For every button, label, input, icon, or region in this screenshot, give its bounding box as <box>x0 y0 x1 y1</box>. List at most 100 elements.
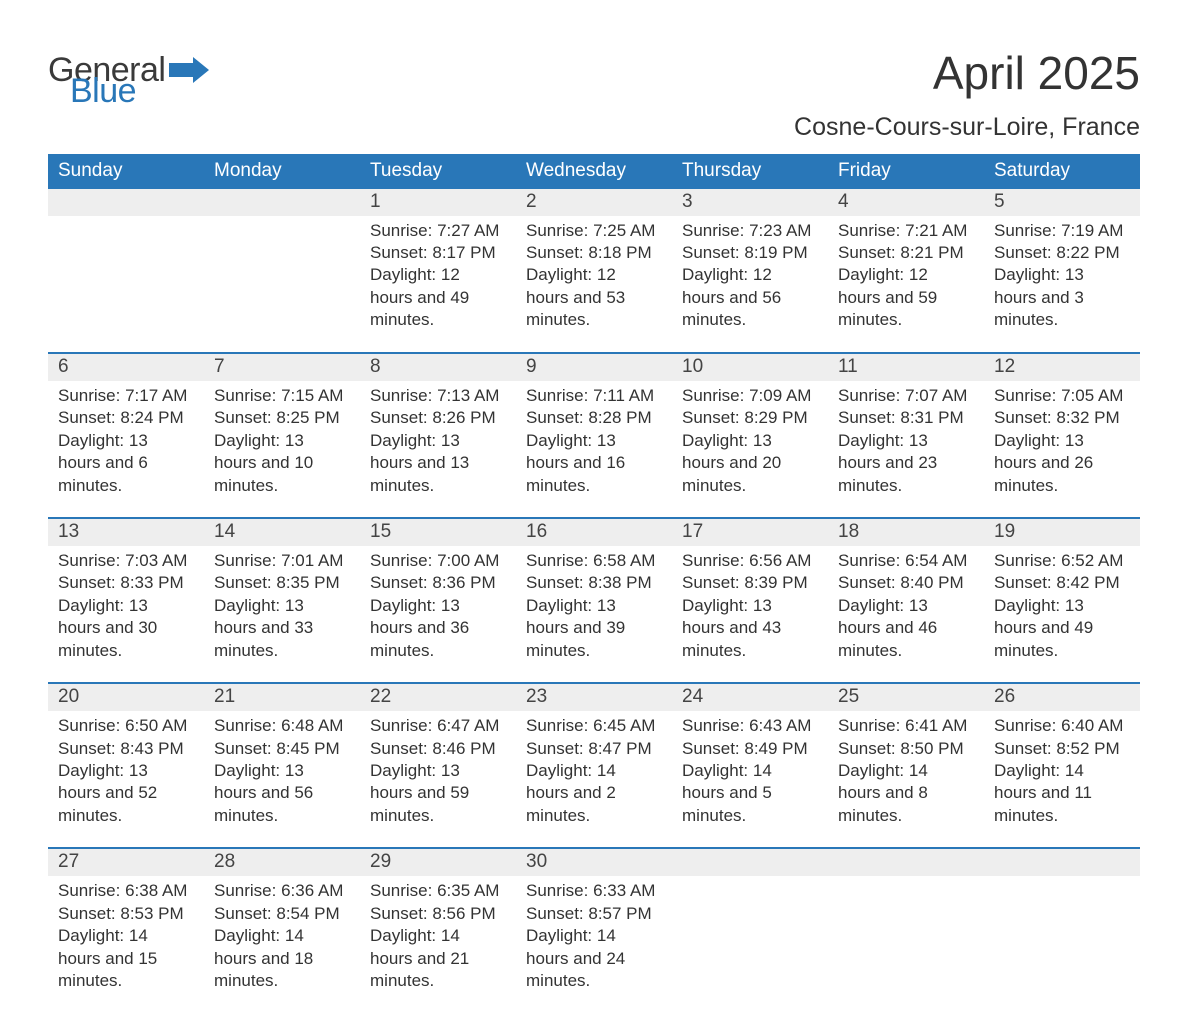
day-cell: Sunrise: 7:13 AM Sunset: 8:26 PM Dayligh… <box>360 381 516 497</box>
day-cell: Sunrise: 6:41 AM Sunset: 8:50 PM Dayligh… <box>828 711 984 827</box>
sunset-text: Sunset: 8:36 PM <box>370 572 506 594</box>
sunset-text: Sunset: 8:53 PM <box>58 903 194 925</box>
weekday-header: Tuesday <box>360 154 516 189</box>
daylight-text: Daylight: 12 hours and 59 minutes. <box>838 264 974 331</box>
weekday-header: Wednesday <box>516 154 672 189</box>
day-number: 11 <box>828 354 984 381</box>
day-cell: Sunrise: 6:38 AM Sunset: 8:53 PM Dayligh… <box>48 876 204 992</box>
daynum-row: 27 28 29 30 <box>48 849 1140 876</box>
day-number: 16 <box>516 519 672 546</box>
day-number: 24 <box>672 684 828 711</box>
sunset-text: Sunset: 8:31 PM <box>838 407 974 429</box>
day-number: 20 <box>48 684 204 711</box>
day-cell: Sunrise: 7:21 AM Sunset: 8:21 PM Dayligh… <box>828 216 984 332</box>
day-number: 23 <box>516 684 672 711</box>
day-cell: Sunrise: 6:45 AM Sunset: 8:47 PM Dayligh… <box>516 711 672 827</box>
daynum-row: 20 21 22 23 24 25 26 <box>48 684 1140 711</box>
sunrise-text: Sunrise: 6:54 AM <box>838 550 974 572</box>
day-number: 30 <box>516 849 672 876</box>
sunset-text: Sunset: 8:56 PM <box>370 903 506 925</box>
sunrise-text: Sunrise: 7:00 AM <box>370 550 506 572</box>
day-number: 8 <box>360 354 516 381</box>
sunrise-text: Sunrise: 6:58 AM <box>526 550 662 572</box>
day-number: 10 <box>672 354 828 381</box>
day-number: 4 <box>828 189 984 216</box>
sunset-text: Sunset: 8:35 PM <box>214 572 350 594</box>
sunset-text: Sunset: 8:18 PM <box>526 242 662 264</box>
sunset-text: Sunset: 8:29 PM <box>682 407 818 429</box>
sunrise-text: Sunrise: 7:11 AM <box>526 385 662 407</box>
sunset-text: Sunset: 8:38 PM <box>526 572 662 594</box>
daylight-text: Daylight: 13 hours and 36 minutes. <box>370 595 506 662</box>
day-number: 15 <box>360 519 516 546</box>
day-number: 1 <box>360 189 516 216</box>
day-cell: Sunrise: 7:05 AM Sunset: 8:32 PM Dayligh… <box>984 381 1140 497</box>
sunrise-text: Sunrise: 6:40 AM <box>994 715 1130 737</box>
daylight-text: Daylight: 13 hours and 20 minutes. <box>682 430 818 497</box>
sunset-text: Sunset: 8:24 PM <box>58 407 194 429</box>
header: General Blue April 2025 Cosne-Cours-sur-… <box>48 48 1140 142</box>
day-number: 9 <box>516 354 672 381</box>
day-cell <box>48 216 204 332</box>
day-number: 29 <box>360 849 516 876</box>
sunrise-text: Sunrise: 6:35 AM <box>370 880 506 902</box>
day-number <box>48 189 204 216</box>
day-cell: Sunrise: 7:15 AM Sunset: 8:25 PM Dayligh… <box>204 381 360 497</box>
sunrise-text: Sunrise: 6:45 AM <box>526 715 662 737</box>
daylight-text: Daylight: 14 hours and 15 minutes. <box>58 925 194 992</box>
title-block: April 2025 Cosne-Cours-sur-Loire, France <box>794 48 1140 142</box>
logo-text: General Blue <box>48 56 209 106</box>
day-cell: Sunrise: 7:07 AM Sunset: 8:31 PM Dayligh… <box>828 381 984 497</box>
day-number: 27 <box>48 849 204 876</box>
sunset-text: Sunset: 8:57 PM <box>526 903 662 925</box>
month-title: April 2025 <box>794 48 1140 99</box>
day-cell: Sunrise: 7:27 AM Sunset: 8:17 PM Dayligh… <box>360 216 516 332</box>
daylight-text: Daylight: 13 hours and 30 minutes. <box>58 595 194 662</box>
weekday-header: Friday <box>828 154 984 189</box>
sunrise-text: Sunrise: 7:15 AM <box>214 385 350 407</box>
day-number <box>672 849 828 876</box>
sunset-text: Sunset: 8:54 PM <box>214 903 350 925</box>
sunset-text: Sunset: 8:26 PM <box>370 407 506 429</box>
weekday-header: Saturday <box>984 154 1140 189</box>
daylight-text: Daylight: 13 hours and 49 minutes. <box>994 595 1130 662</box>
daynum-row: 13 14 15 16 17 18 19 <box>48 519 1140 546</box>
calendar-page: General Blue April 2025 Cosne-Cours-sur-… <box>0 0 1188 1033</box>
sunset-text: Sunset: 8:45 PM <box>214 738 350 760</box>
day-cell: Sunrise: 7:00 AM Sunset: 8:36 PM Dayligh… <box>360 546 516 662</box>
sunrise-text: Sunrise: 7:19 AM <box>994 220 1130 242</box>
daylight-text: Daylight: 13 hours and 26 minutes. <box>994 430 1130 497</box>
sunrise-text: Sunrise: 6:33 AM <box>526 880 662 902</box>
daylight-text: Daylight: 13 hours and 43 minutes. <box>682 595 818 662</box>
day-number: 21 <box>204 684 360 711</box>
sunrise-text: Sunrise: 6:52 AM <box>994 550 1130 572</box>
sunset-text: Sunset: 8:49 PM <box>682 738 818 760</box>
day-cell: Sunrise: 7:25 AM Sunset: 8:18 PM Dayligh… <box>516 216 672 332</box>
weekday-header: Monday <box>204 154 360 189</box>
daylight-text: Daylight: 14 hours and 11 minutes. <box>994 760 1130 827</box>
sunrise-text: Sunrise: 6:36 AM <box>214 880 350 902</box>
sunset-text: Sunset: 8:28 PM <box>526 407 662 429</box>
day-cell: Sunrise: 6:48 AM Sunset: 8:45 PM Dayligh… <box>204 711 360 827</box>
day-cell: Sunrise: 7:23 AM Sunset: 8:19 PM Dayligh… <box>672 216 828 332</box>
day-cell <box>828 876 984 992</box>
sunset-text: Sunset: 8:25 PM <box>214 407 350 429</box>
day-number <box>984 849 1140 876</box>
daylight-text: Daylight: 14 hours and 8 minutes. <box>838 760 974 827</box>
sunrise-text: Sunrise: 6:48 AM <box>214 715 350 737</box>
daylight-text: Daylight: 13 hours and 3 minutes. <box>994 264 1130 331</box>
day-number: 17 <box>672 519 828 546</box>
day-number <box>204 189 360 216</box>
sunset-text: Sunset: 8:33 PM <box>58 572 194 594</box>
day-cell: Sunrise: 6:56 AM Sunset: 8:39 PM Dayligh… <box>672 546 828 662</box>
day-cell: Sunrise: 6:40 AM Sunset: 8:52 PM Dayligh… <box>984 711 1140 827</box>
day-cell <box>984 876 1140 992</box>
day-cell <box>672 876 828 992</box>
sunset-text: Sunset: 8:32 PM <box>994 407 1130 429</box>
sunrise-text: Sunrise: 7:01 AM <box>214 550 350 572</box>
daylight-text: Daylight: 13 hours and 10 minutes. <box>214 430 350 497</box>
day-number: 25 <box>828 684 984 711</box>
sunrise-text: Sunrise: 7:27 AM <box>370 220 506 242</box>
sunrise-text: Sunrise: 7:25 AM <box>526 220 662 242</box>
day-number: 28 <box>204 849 360 876</box>
